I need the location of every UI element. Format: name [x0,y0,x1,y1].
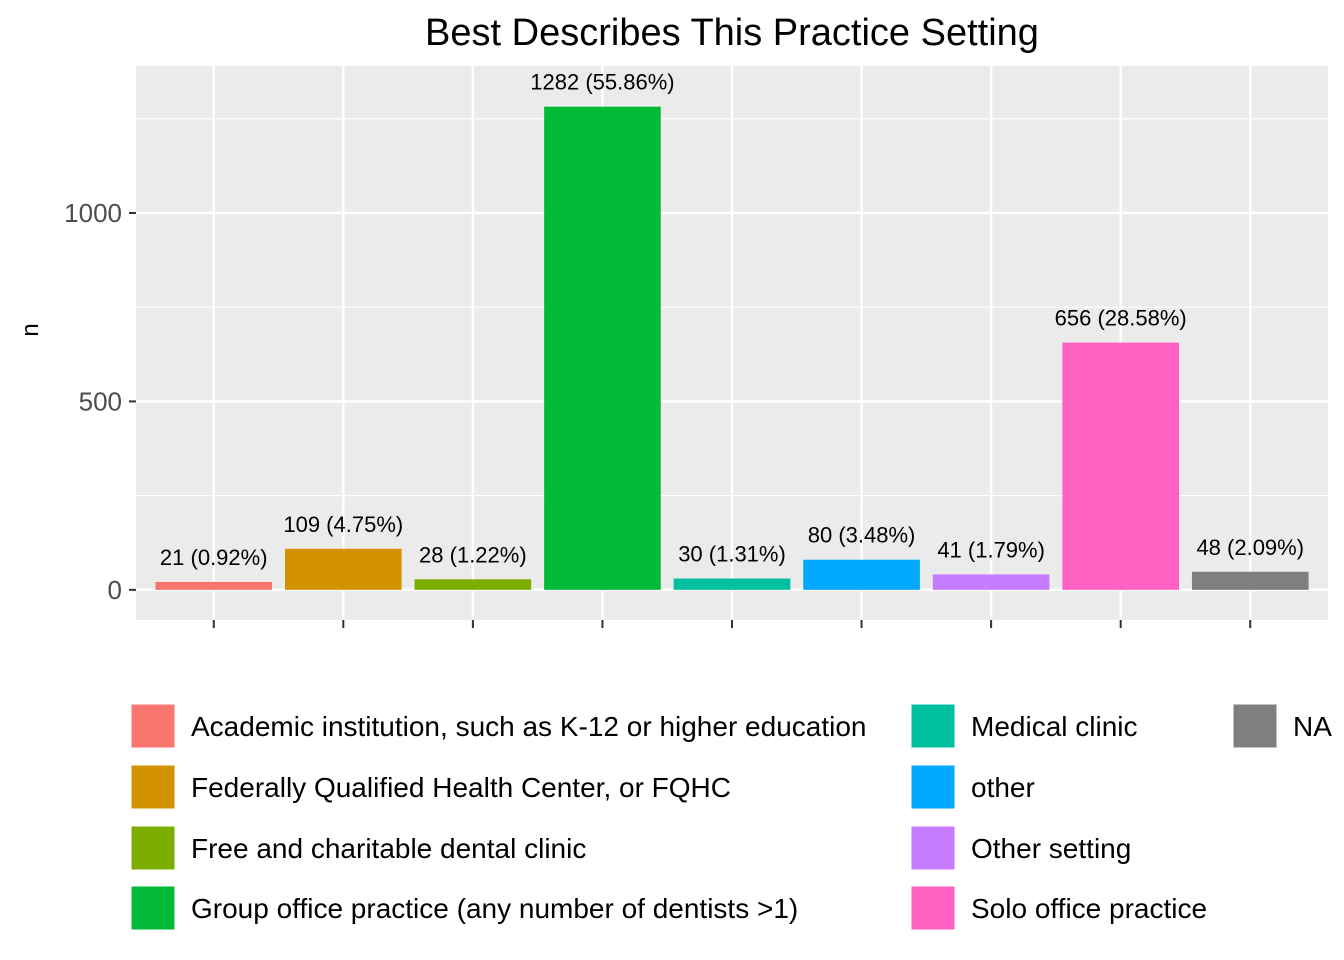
y-tick-label: 500 [79,386,122,416]
bar-data-label: 656 (28.58%) [1055,306,1187,331]
bar [673,578,791,590]
bar [1191,571,1309,590]
y-tick-label: 0 [108,575,122,605]
bar [155,581,273,590]
bar [1062,342,1179,590]
bar-data-label: 21 (0.92%) [160,545,268,570]
legend-label: Federally Qualified Health Center, or FQ… [191,772,731,803]
bar-data-label: 1282 (55.86%) [530,70,674,95]
legend-swatch [910,703,956,749]
legend-swatch [130,885,176,931]
bar-data-label: 80 (3.48%) [808,523,916,548]
legend-label: Free and charitable dental clinic [191,833,586,864]
legend-label: Group office practice (any number of den… [191,893,798,924]
y-tick-label: 1000 [64,198,122,228]
bars [155,106,1309,590]
legend-label: Solo office practice [971,893,1207,924]
bar [544,106,661,590]
legend-swatch [130,825,176,871]
x-axis [212,620,1252,628]
bar [414,579,532,590]
legend-swatch [130,764,176,810]
bar [285,548,402,590]
bar [932,574,1050,590]
legend-label: Other setting [971,833,1131,864]
legend-swatch [1232,703,1278,749]
legend-swatch [910,825,956,871]
legend-swatch [910,885,956,931]
bar-labels: 21 (0.92%) 109 (4.75%) 28 (1.22%) 1282 (55.… [160,70,1304,570]
bar [803,559,920,590]
y-axis: 0 500 1000 [64,198,136,605]
bar-data-label: 41 (1.79%) [937,537,1045,562]
legend: Academic institution, such as K-12 or hi… [130,703,1332,931]
legend-label: NA [1293,711,1332,742]
bar-data-label: 48 (2.09%) [1196,535,1304,560]
legend-label: Academic institution, such as K-12 or hi… [191,711,867,742]
legend-swatch [910,764,956,810]
legend-swatch [130,703,176,749]
bar-data-label: 109 (4.75%) [283,512,403,537]
legend-label: Medical clinic [971,711,1138,742]
bar-data-label: 30 (1.31%) [678,542,786,567]
chart-title: Best Describes This Practice Setting [425,12,1039,54]
bar-data-label: 28 (1.22%) [419,542,527,567]
y-axis-label: n [17,323,44,336]
legend-label: other [971,772,1035,803]
